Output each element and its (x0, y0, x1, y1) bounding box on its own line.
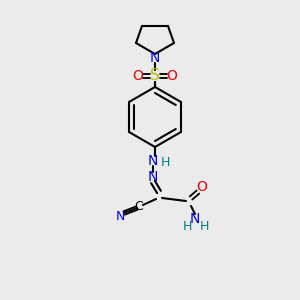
Text: H: H (160, 155, 170, 169)
Text: N: N (148, 170, 158, 184)
Text: H: H (199, 220, 209, 233)
Text: O: O (196, 180, 207, 194)
Text: H: H (182, 220, 192, 233)
Text: N: N (148, 154, 158, 168)
Text: S: S (150, 68, 160, 83)
Text: N: N (190, 212, 200, 226)
Text: N: N (150, 51, 160, 65)
Text: O: O (133, 69, 143, 83)
Text: C: C (135, 200, 143, 214)
Text: O: O (167, 69, 177, 83)
Text: N: N (115, 209, 125, 223)
